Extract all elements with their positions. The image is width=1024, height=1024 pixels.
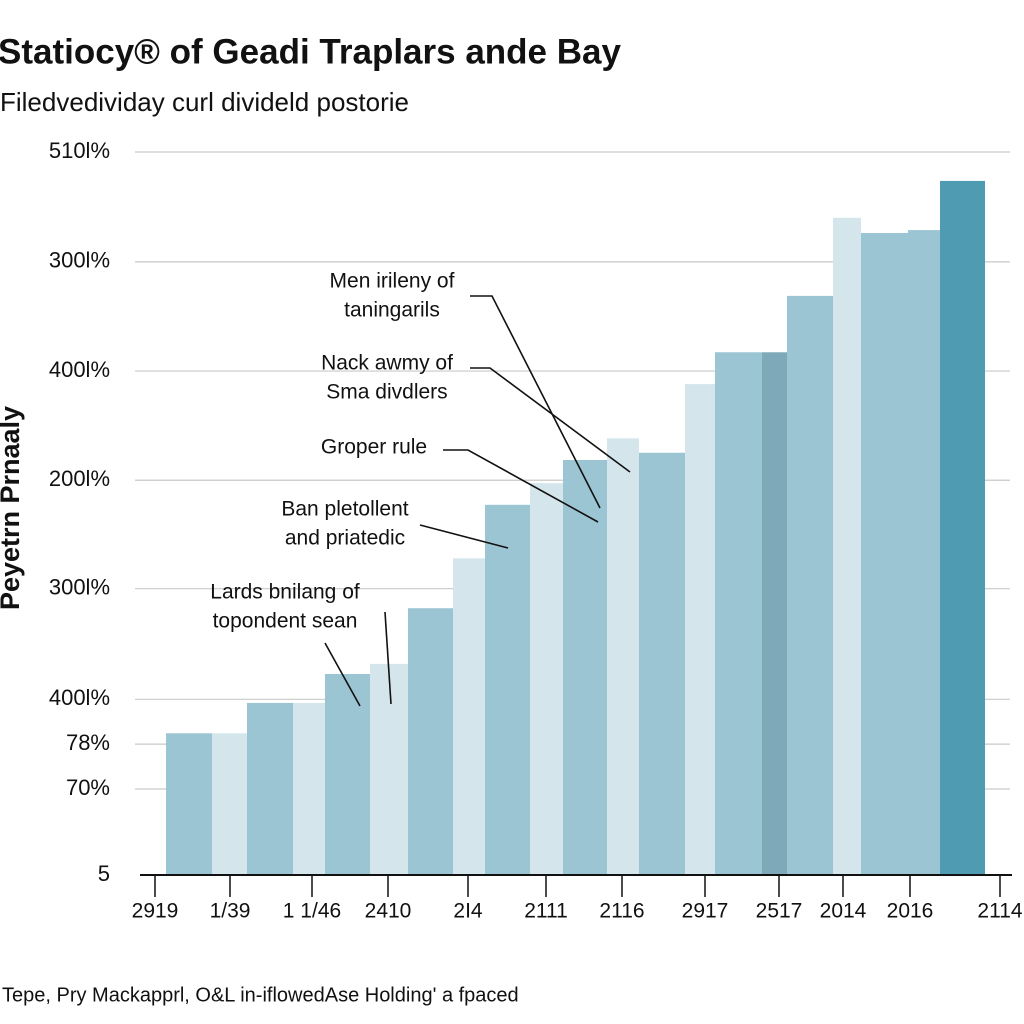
bar — [247, 702, 293, 875]
bar — [685, 384, 715, 875]
x-tick-label: 2016 — [887, 900, 934, 923]
bar — [530, 483, 563, 875]
bar — [639, 452, 685, 875]
y-tick-label: 400l% — [49, 685, 110, 710]
y-tick-label: 200l% — [49, 466, 110, 491]
y-axis-label: Peyetrn Prnaaly — [0, 406, 25, 610]
arrow — [443, 449, 599, 523]
annotation: Ban pletollent — [281, 498, 408, 521]
annotation: Nack awmy of — [321, 352, 453, 375]
bar — [453, 558, 485, 875]
y-tick-label: 300l% — [49, 575, 110, 600]
annotation: taningarils — [344, 299, 440, 322]
x-tick-label: 1/39 — [210, 900, 251, 923]
y-tick-label: 510l% — [49, 138, 110, 163]
annotation: Men irileny of — [330, 270, 455, 293]
bar — [166, 733, 212, 875]
bar — [908, 230, 940, 876]
x-tick-label: 2I4 — [453, 900, 483, 923]
annotation: Sma divdlers — [326, 381, 447, 404]
bar — [485, 504, 530, 875]
x-tick-label: 2517 — [756, 900, 803, 923]
bar — [370, 663, 408, 875]
arrow — [470, 367, 631, 473]
arrow — [470, 295, 601, 509]
x-tick-label: 2919 — [132, 900, 179, 923]
annotation: Groper rule — [321, 436, 427, 459]
bar — [607, 438, 639, 875]
chart-subtitle: Filedvedividay curl divideld postorie — [0, 87, 409, 117]
x-tick-label: 2111 — [524, 900, 568, 923]
annotation: Lards bnilang of — [210, 581, 360, 604]
footer: Tepe, Pry Mackapprl, O&L in-iflowedAse H… — [2, 984, 519, 1006]
y-tick-label: 78% — [66, 730, 110, 755]
bar — [325, 674, 370, 875]
x-tick-label: 2116 — [599, 900, 644, 923]
bar — [563, 459, 607, 875]
chart-title: Statiocy® of Geadi Traplars ande Bay — [0, 32, 621, 71]
bar — [293, 702, 325, 875]
bar — [787, 295, 833, 875]
annotations: Men irileny of taningarils Nack awmy of Sma… — [210, 270, 631, 707]
arrow — [324, 642, 361, 707]
bar — [715, 352, 762, 875]
x-tick-label: 1 1/46 — [283, 900, 341, 923]
bar — [762, 352, 787, 875]
x-tick-label: 2114 — [977, 900, 1022, 923]
x-tick-label: 2014 — [820, 900, 867, 923]
annotation: topondent sean — [213, 610, 358, 633]
y-tick-label: 5 — [98, 861, 110, 886]
y-tick-label: 400l% — [49, 357, 110, 382]
bar — [408, 608, 453, 875]
y-tick-label: 300l% — [49, 248, 110, 273]
annotation: and priatedic — [285, 527, 405, 550]
bar — [833, 217, 861, 876]
arrow — [419, 524, 509, 549]
x-tick-label: 2410 — [365, 900, 412, 923]
bar — [940, 180, 985, 876]
bar — [861, 232, 908, 875]
x-tick-label: 2917 — [682, 900, 729, 923]
y-tick-label: 70% — [66, 775, 110, 800]
arrow — [384, 611, 392, 705]
bar — [212, 733, 247, 875]
